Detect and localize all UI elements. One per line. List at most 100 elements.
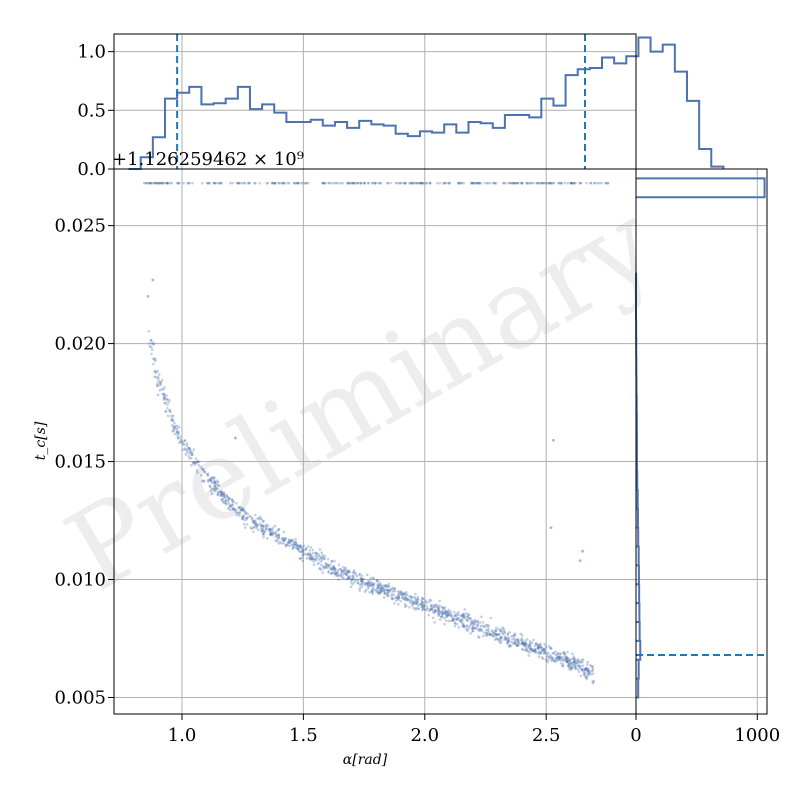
scatter-point [420, 608, 424, 612]
upper-band-point [472, 181, 475, 185]
scatter-point [380, 589, 383, 593]
scatter-point [158, 388, 162, 392]
scatter-point [392, 593, 396, 597]
scatter-point [487, 624, 490, 628]
scatter-point [499, 628, 503, 631]
scatter-point [436, 606, 440, 609]
upper-band-point [541, 181, 545, 185]
scatter-point [412, 595, 416, 599]
upper-band-point [570, 181, 574, 185]
scatter-point [419, 602, 422, 606]
scatter-point [445, 610, 449, 613]
scatter-point [185, 451, 189, 454]
scatter-point [445, 619, 448, 622]
upper-band-point [415, 181, 419, 185]
scatter-point [291, 543, 295, 547]
scatter-point [315, 552, 319, 556]
scatter-point [246, 512, 250, 516]
scatter-point [324, 562, 327, 565]
scatter-point [507, 640, 511, 643]
scatter-point [390, 594, 393, 598]
upper-band-point [215, 181, 219, 185]
scatter-point [156, 375, 160, 379]
upper-band-point [520, 181, 524, 185]
upper-band-point [544, 181, 547, 185]
scatter-point [177, 430, 180, 434]
scatter-point [436, 610, 440, 614]
scatter-point [291, 546, 295, 549]
scatter-point [429, 599, 433, 602]
scatter-point [580, 667, 583, 670]
scatter-point [371, 592, 375, 596]
scatter-point [469, 617, 472, 621]
scatter-point [359, 576, 363, 580]
scatter-point [258, 522, 262, 526]
scatter-point [552, 659, 556, 662]
scatter-point [398, 590, 402, 593]
scatter-point [371, 587, 375, 591]
scatter-point [541, 648, 544, 652]
scatter-point [484, 623, 488, 626]
scatter-point [306, 552, 310, 555]
scatter-point [203, 470, 207, 474]
scatter-point [495, 632, 499, 636]
upper-band-point [229, 181, 232, 185]
scatter-point [151, 362, 155, 366]
upper-band-point [475, 181, 479, 185]
scatter-point [233, 508, 237, 512]
scatter-point [534, 642, 538, 646]
scatter-point [415, 601, 419, 604]
upper-band-point [394, 181, 398, 185]
scatter-point [381, 584, 385, 588]
scatter-point [185, 442, 189, 445]
scatter-point [242, 507, 246, 511]
upper-band-point [551, 181, 555, 185]
scatter-point [438, 604, 442, 608]
scatter-point [195, 460, 199, 464]
scatter-point [565, 660, 569, 663]
scatter-point [200, 467, 204, 471]
scatter-point [558, 655, 562, 658]
scatter-point [177, 432, 180, 436]
scatter-point [254, 523, 258, 527]
scatter-point [480, 628, 484, 632]
scatter-point [200, 474, 203, 477]
scatter-point [533, 644, 537, 648]
scatter-point [344, 572, 348, 575]
scatter-point [441, 613, 444, 616]
upper-band-point [341, 181, 344, 185]
scatter-point [366, 583, 369, 586]
scatter-point [322, 557, 326, 561]
upper-band-point [170, 181, 173, 185]
scatter-point [276, 537, 280, 541]
scatter-point [514, 641, 517, 645]
scatter-point [394, 599, 398, 602]
scatter-point [166, 403, 169, 406]
scatter-point [255, 523, 258, 527]
upper-band-point [336, 181, 339, 185]
scatter-point [537, 650, 541, 654]
scatter-point [544, 645, 548, 649]
scatter-point [506, 640, 510, 644]
scatter-point [465, 624, 469, 628]
scatter-point [172, 426, 176, 429]
scatter-point [186, 449, 189, 452]
scatter-point [590, 669, 594, 673]
scatter-point [415, 602, 418, 606]
scatter-point [216, 483, 220, 487]
scatter-point [173, 425, 176, 428]
scatter-point [297, 544, 300, 547]
scatter-point [586, 660, 590, 664]
scatter-point [562, 650, 566, 654]
scatter-point [572, 657, 576, 661]
scatter-point [337, 574, 341, 577]
scatter-point [375, 588, 379, 592]
scatter-point [258, 517, 262, 521]
scatter-point [498, 637, 502, 640]
scatter-point [275, 539, 279, 543]
scatter-point [589, 672, 592, 676]
scatter-point [364, 582, 368, 585]
scatter-point [583, 671, 587, 675]
scatter-point [149, 338, 153, 342]
upper-band-point [148, 181, 151, 185]
